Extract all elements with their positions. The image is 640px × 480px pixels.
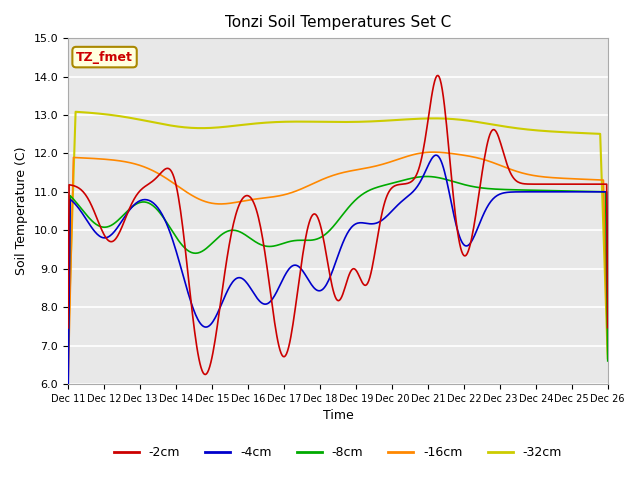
Legend: -2cm, -4cm, -8cm, -16cm, -32cm: -2cm, -4cm, -8cm, -16cm, -32cm bbox=[109, 441, 567, 464]
Title: Tonzi Soil Temperatures Set C: Tonzi Soil Temperatures Set C bbox=[225, 15, 451, 30]
Y-axis label: Soil Temperature (C): Soil Temperature (C) bbox=[15, 147, 28, 276]
Text: TZ_fmet: TZ_fmet bbox=[76, 50, 133, 63]
X-axis label: Time: Time bbox=[323, 409, 353, 422]
